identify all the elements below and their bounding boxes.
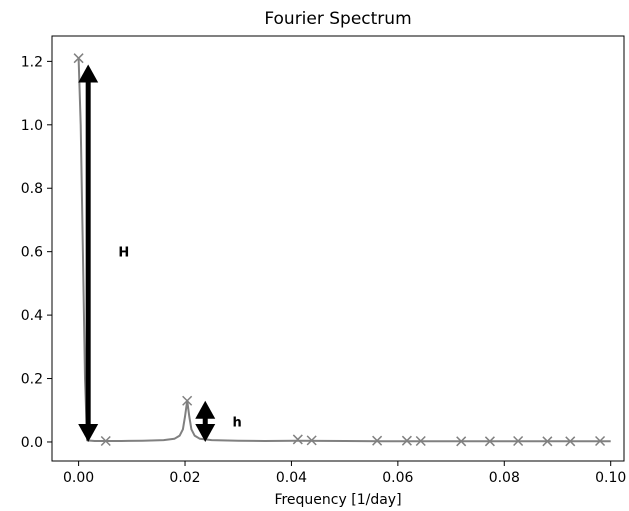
x-axis-label: Frequency [1/day] (274, 492, 401, 508)
arrow-head-down (78, 423, 99, 442)
x-tick-label: 0.08 (489, 470, 520, 486)
peak-marker (73, 53, 84, 64)
y-tick-label: 0.8 (21, 181, 43, 197)
y-tick-label: 0.2 (21, 372, 43, 388)
x-tick-label: 0.10 (595, 470, 626, 486)
plot-frame (51, 35, 625, 462)
peak-marker (372, 435, 383, 446)
x-tick-label: 0.00 (63, 470, 94, 486)
arrow-head-up (78, 64, 99, 83)
x-tick-label: 0.02 (169, 470, 200, 486)
peak-marker (182, 395, 193, 406)
peak-marker (401, 435, 412, 446)
peak-marker (565, 436, 576, 447)
chart-title: Fourier Spectrum (264, 9, 411, 29)
x-tick-label: 0.06 (382, 470, 413, 486)
peak-marker (542, 436, 553, 447)
y-tick-label: 0.6 (21, 245, 43, 261)
spectrum-line (77, 58, 611, 443)
y-tick-label: 0.4 (21, 308, 43, 324)
peak-marker (415, 435, 426, 447)
amplitude-label-h: h (233, 415, 242, 430)
peak-marker (484, 436, 495, 447)
peak-marker (292, 434, 303, 445)
y-tick-label: 0.0 (21, 435, 43, 451)
peak-marker (100, 435, 111, 447)
x-tick-label: 0.04 (276, 470, 307, 486)
peak-marker (595, 435, 606, 447)
amplitude-arrow-h (195, 400, 216, 442)
amplitude-label-H: H (118, 246, 129, 261)
arrow-head-down (195, 423, 216, 442)
peak-marker (513, 435, 524, 447)
peak-marker (456, 436, 467, 447)
amplitude-arrow-H (78, 64, 99, 442)
arrow-head-up (195, 400, 216, 419)
y-tick-label: 1.2 (21, 54, 43, 70)
peak-marker (306, 435, 317, 446)
y-tick-label: 1.0 (21, 118, 43, 134)
